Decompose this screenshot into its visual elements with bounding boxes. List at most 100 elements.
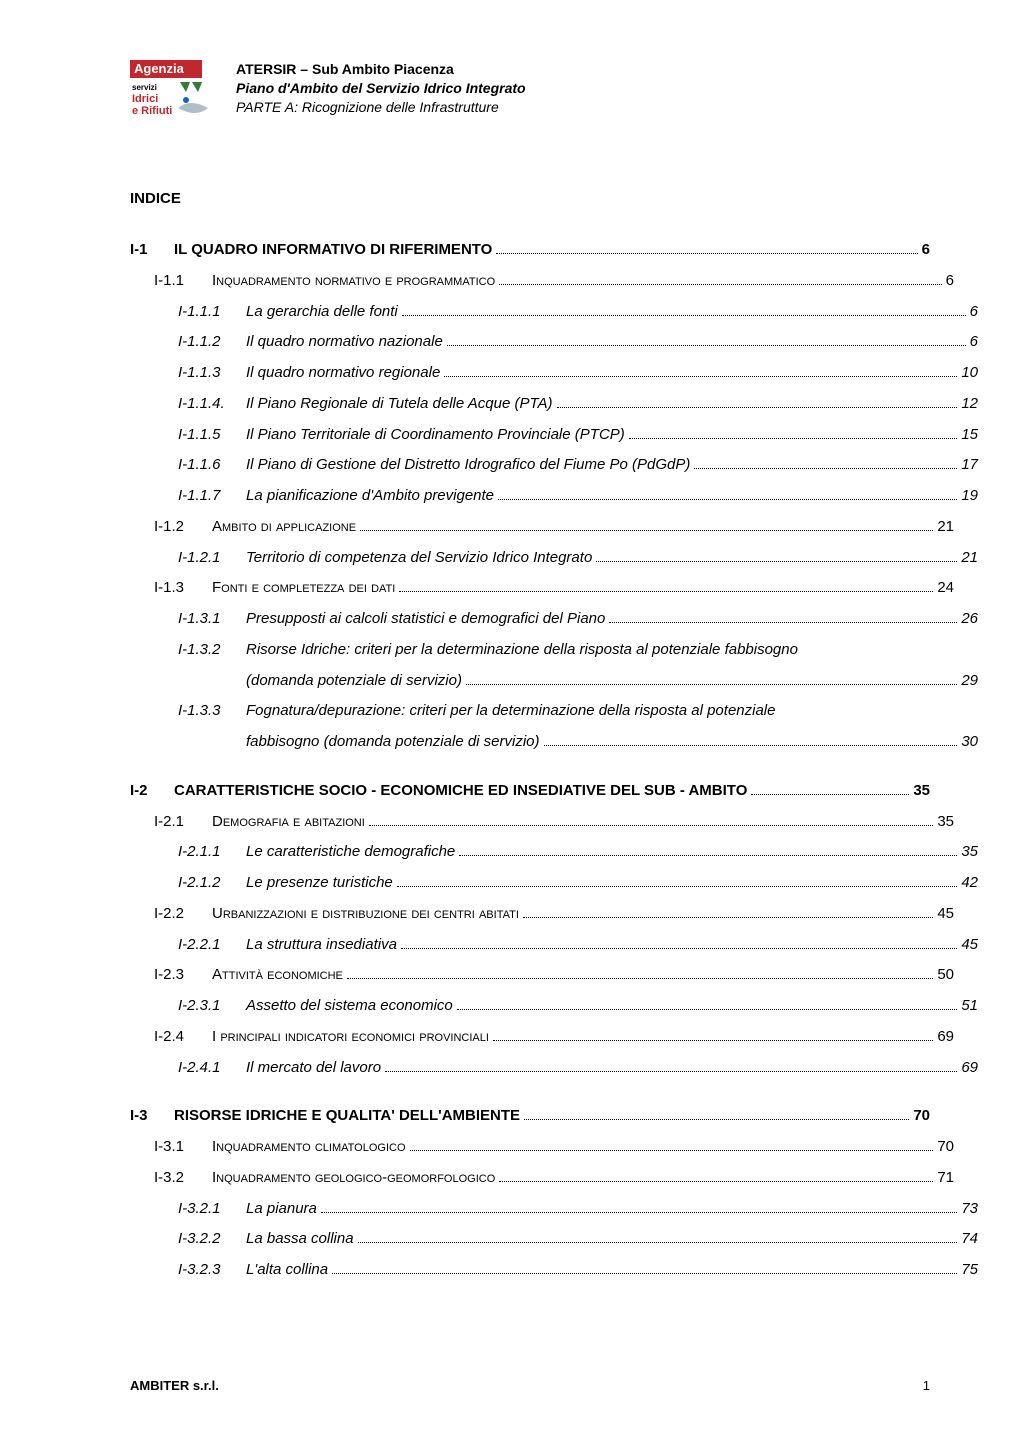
toc-entry-page: 35 [961, 837, 978, 868]
toc-entry-number: I-1.1.1 [178, 297, 246, 328]
toc-entry-label: I-1.3.1Presupposti ai calcoli statistici… [178, 604, 605, 635]
toc-entry-page: 6 [970, 327, 978, 358]
toc-entry: I-1.2.1Territorio di competenza del Serv… [130, 543, 978, 574]
toc-entry-number: I-1.1.3 [178, 358, 246, 389]
toc-entry-label: I-1.1.2Il quadro normativo nazionale [178, 327, 443, 358]
toc-leader-dots [498, 499, 957, 500]
toc-entry-label: I-3.2Inquadramento geologico-geomorfolog… [154, 1163, 495, 1194]
toc-entry: fabbisogno (domanda potenziale di serviz… [130, 727, 978, 758]
toc-entry: I-3RISORSE IDRICHE E QUALITA' DELL'AMBIE… [130, 1101, 930, 1132]
footer-company: AMBITER s.r.l. [130, 1378, 219, 1393]
toc-entry-label: I-2.1.2Le presenze turistiche [178, 868, 393, 899]
toc-entry-label: I-3.1Inquadramento climatologico [154, 1132, 406, 1163]
toc-entry-title: Fonti e completezza dei dati [212, 579, 395, 596]
toc-leader-dots [523, 917, 933, 918]
toc-entry-title: fabbisogno (domanda potenziale di serviz… [246, 733, 540, 750]
toc-leader-dots [397, 886, 958, 887]
toc-entry-label: I-1.3.2Risorse Idriche: criteri per la d… [178, 635, 798, 666]
toc-leader-dots [493, 1040, 933, 1041]
toc-entry-label: I-3.2.3L'alta collina [178, 1255, 328, 1286]
toc-entry-label: I-2.4.1Il mercato del lavoro [178, 1053, 381, 1084]
toc-entry-title: La gerarchia delle fonti [246, 303, 398, 320]
toc-entry-title: Il quadro normativo regionale [246, 364, 440, 381]
toc-entry-page: 24 [937, 573, 954, 604]
toc-entry-label: I-2.2.1La struttura insediativa [178, 930, 397, 961]
toc-entry: I-3.2.1La pianura 73 [130, 1194, 978, 1225]
toc-entry-title: Il Piano Regionale di Tutela delle Acque… [246, 395, 553, 412]
toc-entry-label: I-3RISORSE IDRICHE E QUALITA' DELL'AMBIE… [130, 1101, 520, 1132]
toc-entry-page: 69 [937, 1022, 954, 1053]
toc-leader-dots [399, 591, 933, 592]
toc-entry-label: I-2.3Attività economiche [154, 960, 343, 991]
toc-entry-number: I-3 [130, 1101, 174, 1132]
toc-entry-number: I-1.2.1 [178, 543, 246, 574]
toc-leader-dots [629, 438, 958, 439]
toc-leader-dots [444, 376, 957, 377]
toc-entry-number: I-1 [130, 235, 174, 266]
footer-page-number: 1 [923, 1378, 930, 1393]
toc-entry-label: I-1.1.6Il Piano di Gestione del Distrett… [178, 450, 690, 481]
toc-entry-page: 17 [961, 450, 978, 481]
toc-entry-title: Demografia e abitazioni [212, 813, 365, 830]
toc-entry: I-2.2.1La struttura insediativa45 [130, 930, 978, 961]
toc-entry-page: 19 [961, 481, 978, 512]
toc-entry: I-1.1.4.Il Piano Regionale di Tutela del… [130, 389, 978, 420]
toc-entry: I-1.1.7La pianificazione d'Ambito previg… [130, 481, 978, 512]
toc-entry-label: I-3.2.1La pianura [178, 1194, 317, 1225]
toc-entry-number: I-1.1 [154, 266, 212, 297]
toc-leader-dots [385, 1071, 957, 1072]
toc-entry: I-1.1.6Il Piano di Gestione del Distrett… [130, 450, 978, 481]
toc-entry: I-1.1Inquadramento normativo e programma… [130, 266, 954, 297]
toc-entry-page: 35 [937, 807, 954, 838]
toc-entry-label: I-2.4I principali indicatori economici p… [154, 1022, 489, 1053]
toc-entry-page: 73 [961, 1194, 978, 1225]
toc-entry-page: 69 [961, 1053, 978, 1084]
toc-entry-title: Il mercato del lavoro [246, 1059, 381, 1076]
toc-entry-number: I-3.2.1 [178, 1194, 246, 1225]
toc-entry-title: La struttura insediativa [246, 936, 397, 953]
toc-leader-dots [402, 315, 966, 316]
toc-entry-label: I-1.2.1Territorio di competenza del Serv… [178, 543, 592, 574]
toc-leader-dots [499, 1181, 933, 1182]
toc-entry-page: 6 [922, 235, 930, 266]
toc-entry-number: I-3.2 [154, 1163, 212, 1194]
toc-entry-page: 75 [961, 1255, 978, 1286]
toc-entry: I-3.1Inquadramento climatologico70 [130, 1132, 954, 1163]
toc-entry-label: I-1.1.3Il quadro normativo regionale [178, 358, 440, 389]
toc-entry: I-1.3.1Presupposti ai calcoli statistici… [130, 604, 978, 635]
toc-entry: I-1.1.5Il Piano Territoriale di Coordina… [130, 420, 978, 451]
toc-leader-dots [751, 794, 909, 795]
toc-entry-title: Inquadramento geologico-geomorfologico [212, 1169, 495, 1186]
toc-entry-number: I-2.3 [154, 960, 212, 991]
toc-leader-dots [544, 745, 958, 746]
toc-entry: I-1IL QUADRO INFORMATIVO DI RIFERIMENTO6 [130, 235, 930, 266]
toc-entry-number: I-1.1.4. [178, 389, 246, 420]
toc-entry-number: I-1.3.3 [178, 696, 246, 727]
toc-entry-label: I-1.1.5Il Piano Territoriale di Coordina… [178, 420, 625, 451]
toc-leader-dots [410, 1150, 934, 1151]
toc-entry-number: I-2.1.2 [178, 868, 246, 899]
table-of-contents: I-1IL QUADRO INFORMATIVO DI RIFERIMENTO6… [130, 235, 930, 1286]
toc-entry-page: 71 [937, 1163, 954, 1194]
toc-entry-label: (domanda potenziale di servizio) [178, 666, 462, 697]
toc-entry-page: 70 [913, 1101, 930, 1132]
toc-entry-number: I-3.2.2 [178, 1224, 246, 1255]
toc-entry-page: 45 [937, 899, 954, 930]
toc-entry-page: 12 [961, 389, 978, 420]
toc-entry-page: 6 [946, 266, 954, 297]
toc-entry-label: fabbisogno (domanda potenziale di serviz… [178, 727, 540, 758]
toc-entry-number: I-1.3 [154, 573, 212, 604]
toc-leader-dots [694, 468, 957, 469]
toc-entry-title: La bassa collina [246, 1230, 354, 1247]
toc-entry: I-1.2Ambito di applicazione21 [130, 512, 954, 543]
toc-entry: (domanda potenziale di servizio)29 [130, 666, 978, 697]
header-text-block: ATERSIR – Sub Ambito Piacenza Piano d'Am… [236, 60, 526, 117]
toc-entry-label: I-2.1Demografia e abitazioni [154, 807, 365, 838]
toc-leader-dots [596, 561, 957, 562]
toc-entry-page: 6 [970, 297, 978, 328]
toc-entry-number: I-1.1.5 [178, 420, 246, 451]
toc-entry-number: I-2.2 [154, 899, 212, 930]
toc-entry-page: 35 [913, 776, 930, 807]
toc-leader-dots [609, 622, 957, 623]
toc-entry-title: (domanda potenziale di servizio) [246, 672, 462, 689]
